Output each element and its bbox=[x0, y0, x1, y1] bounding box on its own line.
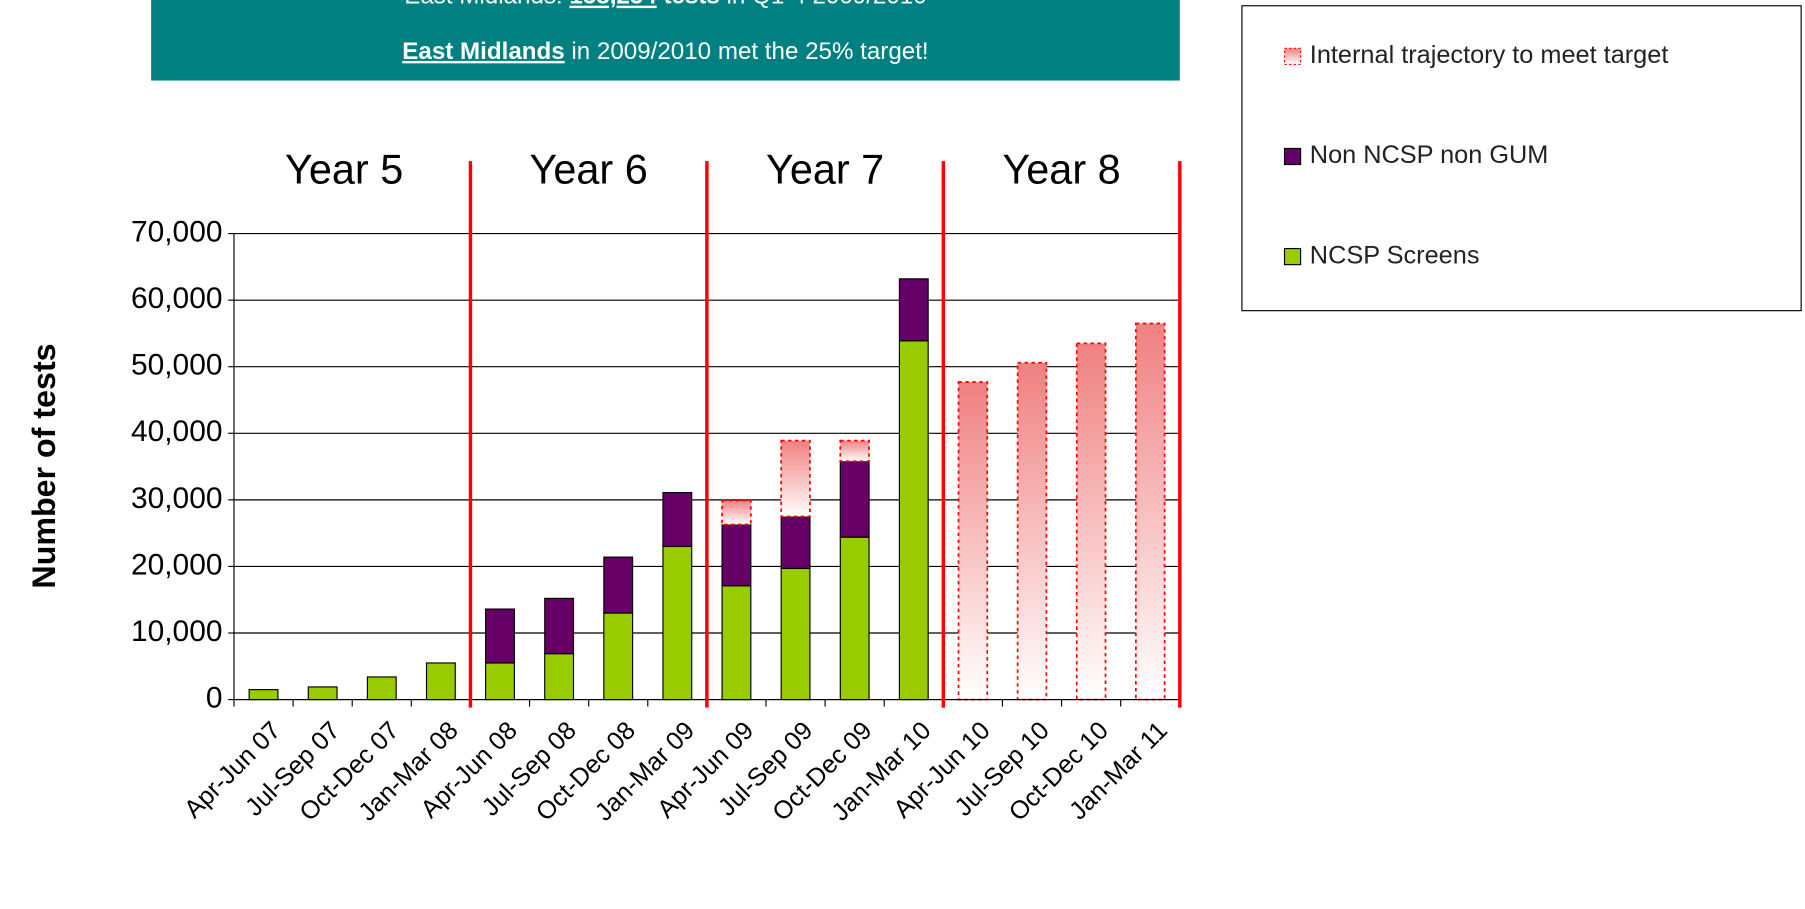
bar bbox=[544, 597, 575, 655]
banner bbox=[151, 0, 1180, 81]
section-label: Year 5 bbox=[285, 147, 403, 193]
section-label: Year 6 bbox=[530, 147, 648, 193]
banner-segment: in Q1-4 2009/2010 bbox=[720, 0, 927, 10]
legend-label: Non NCSP non GUM bbox=[1310, 141, 1549, 169]
y-tick-label: 10,000 bbox=[131, 615, 222, 648]
bar bbox=[898, 340, 929, 701]
bar bbox=[662, 545, 693, 701]
section-label: Year 7 bbox=[766, 147, 884, 193]
legend-label: Internal trajectory to meet target bbox=[1310, 41, 1669, 69]
bar bbox=[366, 676, 397, 701]
y-tick-label: 70,000 bbox=[131, 215, 222, 248]
bar bbox=[780, 567, 811, 701]
banner-segment: East Midlands: bbox=[404, 0, 569, 10]
section-label: Year 8 bbox=[1002, 147, 1120, 193]
trajectory-bar bbox=[839, 439, 870, 463]
bar bbox=[721, 585, 752, 701]
banner-segment: tests bbox=[657, 0, 720, 10]
trajectory-bar bbox=[957, 381, 989, 701]
y-tick-label: 0 bbox=[206, 681, 223, 714]
trajectory-bar bbox=[1075, 342, 1107, 701]
legend-box bbox=[1241, 5, 1802, 312]
banner-text: East Midlands: 158,254 tests in Q1-4 200… bbox=[404, 0, 926, 10]
bar bbox=[839, 460, 870, 538]
banner-text: East Midlands in 2009/2010 met the 25% t… bbox=[402, 38, 928, 65]
trajectory-bar bbox=[721, 499, 752, 526]
y-tick-label: 50,000 bbox=[131, 349, 222, 382]
banner-segment: East Midlands bbox=[402, 38, 564, 65]
legend-swatch bbox=[1283, 47, 1302, 66]
bar bbox=[721, 523, 752, 587]
trajectory-bar bbox=[1016, 361, 1048, 701]
legend-swatch bbox=[1283, 247, 1302, 266]
bar bbox=[485, 608, 515, 664]
bar bbox=[603, 612, 634, 701]
bar bbox=[248, 689, 279, 701]
bar bbox=[839, 536, 870, 701]
y-tick-label: 60,000 bbox=[131, 282, 222, 315]
legend-label: NCSP Screens bbox=[1310, 241, 1480, 269]
bar bbox=[603, 556, 634, 614]
bar bbox=[307, 686, 338, 701]
banner-segment: in 2009/2010 met the 25% target! bbox=[565, 38, 929, 65]
y-tick-label: 40,000 bbox=[131, 415, 222, 448]
y-axis-label: Number of tests bbox=[26, 343, 62, 588]
bar bbox=[425, 662, 456, 701]
banner-segment: 158,254 bbox=[569, 0, 657, 10]
bar bbox=[780, 515, 811, 570]
trajectory-bar bbox=[780, 439, 811, 518]
legend-swatch bbox=[1283, 147, 1302, 166]
y-tick-label: 20,000 bbox=[131, 548, 222, 581]
bar bbox=[485, 662, 515, 701]
trajectory-bar bbox=[1134, 322, 1166, 701]
bar bbox=[544, 653, 575, 701]
y-tick-label: 30,000 bbox=[131, 482, 222, 515]
bar bbox=[898, 278, 929, 342]
bar bbox=[662, 491, 693, 548]
